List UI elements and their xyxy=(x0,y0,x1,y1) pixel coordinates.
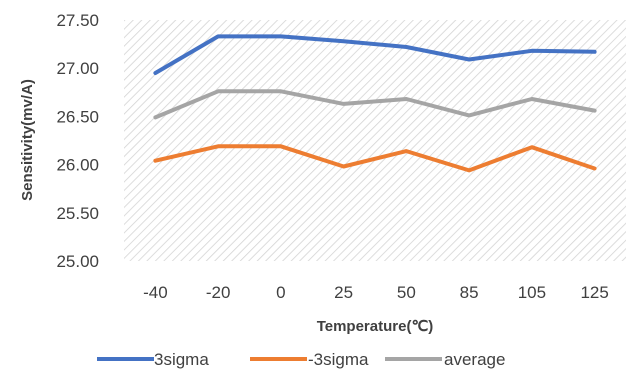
y-axis-title: Sensitivity(mv/A) xyxy=(19,79,36,201)
y-tick-label: 26.00 xyxy=(56,156,99,175)
x-tick-label: -20 xyxy=(206,283,231,302)
y-tick-label: 26.50 xyxy=(56,107,99,126)
x-tick-label: 50 xyxy=(397,283,416,302)
series-line-3sigma xyxy=(153,144,597,173)
x-tick-label: 125 xyxy=(580,283,608,302)
x-tick-label: 85 xyxy=(460,283,479,302)
axes: 25.00 25.50 26.00 26.50 27.00 27.50 -40 -20 0 25 5… xyxy=(56,11,608,302)
y-tick-label: 25.00 xyxy=(56,252,99,271)
series-lines xyxy=(153,34,597,173)
legend-label-3sigma: -3sigma xyxy=(308,350,369,369)
x-tick-label: 0 xyxy=(276,283,285,302)
x-tick-label: -40 xyxy=(143,283,168,302)
series-line-average xyxy=(153,89,597,120)
series-line-3sigma xyxy=(153,34,597,75)
plot-area xyxy=(124,20,626,261)
x-axis-title: Temperature(℃) xyxy=(317,318,434,335)
y-tick-label: 27.50 xyxy=(56,11,99,30)
legend-label-average: average xyxy=(444,350,505,369)
legend: 3sigma -3sigma average xyxy=(97,350,505,369)
x-tick-label: 105 xyxy=(518,283,546,302)
legend-label-3sigma: 3sigma xyxy=(154,350,209,369)
x-tick-label: 25 xyxy=(334,283,353,302)
y-tick-label: 27.00 xyxy=(56,59,99,78)
y-tick-label: 25.50 xyxy=(56,204,99,223)
